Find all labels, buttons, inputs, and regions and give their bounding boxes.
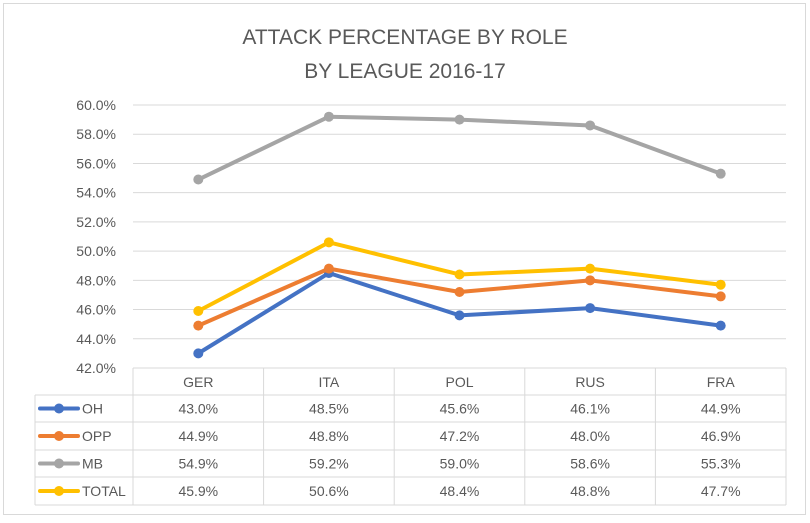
data-point-total [715,279,726,290]
data-point-total [585,263,596,274]
table-cell-value: 50.6% [309,483,349,499]
table-cell-value: 48.5% [309,401,349,417]
y-tick-label: 44.0% [76,331,116,347]
y-tick-label: 58.0% [76,126,116,142]
category-label: GER [183,374,213,390]
data-point-oh [454,310,465,321]
data-point-opp [193,320,204,331]
chart-title-line-1: ATTACK PERCENTAGE BY ROLE [242,26,567,49]
legend-marker-opp [54,431,64,441]
data-point-mb [585,120,596,131]
data-point-mb [323,111,334,122]
table-cell-value: 43.0% [178,401,218,417]
table-cell-value: 48.4% [440,483,480,499]
legend-marker-oh [54,403,64,414]
data-point-opp [454,287,465,298]
data-point-opp [715,291,726,302]
data-point-mb [454,114,465,125]
table-cell-value: 47.7% [701,483,741,499]
table-cell-value: 48.8% [309,428,349,444]
data-point-oh [193,348,204,359]
category-label: ITA [319,374,340,390]
table-cell-value: 44.9% [178,428,218,444]
table-cell-value: 54.9% [178,456,218,472]
category-label: POL [445,374,473,390]
data-point-oh [715,320,726,331]
chart-title-line-2: BY LEAGUE 2016-17 [304,60,506,83]
table-cell-value: 47.2% [440,428,480,444]
data-point-total [323,237,334,248]
data-point-total [454,269,465,280]
table-cell-value: 44.9% [701,401,741,417]
y-tick-label: 60.0% [76,97,116,113]
data-point-mb [193,174,204,185]
table-cell-value: 45.6% [440,401,480,417]
y-tick-label: 56.0% [76,155,116,171]
category-label: FRA [707,374,736,390]
table-cell-value: 58.6% [570,456,610,472]
legend-label: TOTAL [82,483,126,499]
legend-label: OH [82,401,103,417]
y-tick-label: 46.0% [76,302,116,318]
table-cell-value: 46.9% [701,428,741,444]
table-cell-value: 55.3% [701,456,741,472]
table-cell-value: 46.1% [570,401,610,417]
table-cell-value: 59.0% [440,456,480,472]
data-point-opp [323,263,334,274]
y-tick-label: 50.0% [76,243,116,259]
legend-label: OPP [82,428,112,444]
data-point-oh [585,303,596,314]
y-tick-label: 54.0% [76,185,116,201]
legend-marker-mb [54,458,64,469]
y-tick-label: 42.0% [76,360,116,376]
data-point-total [193,306,204,317]
data-point-opp [585,275,596,286]
data-point-mb [715,168,726,179]
y-tick-label: 48.0% [76,272,116,288]
legend-label: MB [82,456,103,472]
table-cell-value: 59.2% [309,456,349,472]
table-cell-value: 48.0% [570,428,610,444]
table-cell-value: 48.8% [570,483,610,499]
table-cell-value: 45.9% [178,483,218,499]
legend-marker-total [54,486,64,496]
category-label: RUS [575,374,605,390]
y-tick-label: 52.0% [76,214,116,230]
